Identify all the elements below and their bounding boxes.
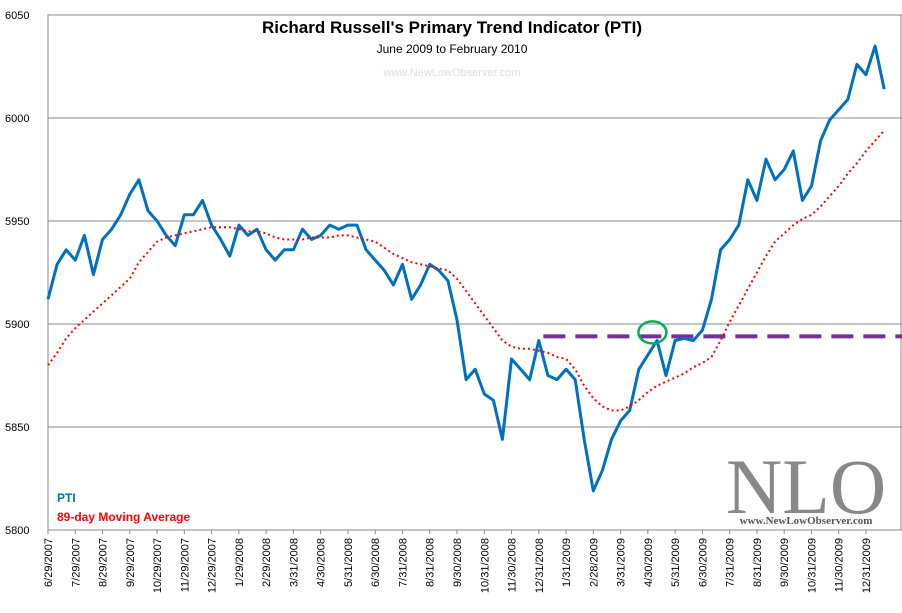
x-tick-label: 11/30/2009 <box>834 538 846 592</box>
x-tick-label: 5/31/2008 <box>343 538 355 587</box>
series-line <box>46 44 886 493</box>
x-tick-label: 6/29/2007 <box>43 538 55 587</box>
x-tick-label: 4/30/2009 <box>643 538 655 587</box>
x-tick-label: 11/30/2008 <box>507 538 519 592</box>
x-tick-label: 10/31/2009 <box>806 538 818 593</box>
x-tick-label: 3/31/2008 <box>288 538 300 587</box>
x-tick-label: 10/29/2007 <box>152 538 164 593</box>
x-tick-label: 8/31/2008 <box>425 538 437 587</box>
x-tick-label: 9/30/2009 <box>779 538 791 587</box>
x-tick-label: 4/30/2008 <box>316 538 328 587</box>
x-tick-label: 2/28/2009 <box>588 538 600 587</box>
logo-caption: www.NewLowObserver.com <box>740 515 873 527</box>
y-tick-label: 5900 <box>5 319 29 331</box>
x-tick-label: 1/31/2009 <box>561 538 573 587</box>
legend-label: PTI <box>57 491 76 505</box>
x-tick-label: 9/29/2007 <box>125 538 137 587</box>
chart-subtitle: June 2009 to February 2010 <box>377 42 528 56</box>
series-line <box>47 129 885 412</box>
watermark: www.NewLowObserver.com <box>383 67 521 79</box>
x-tick-label: 8/31/2009 <box>752 538 764 587</box>
x-tick-label: 7/31/2009 <box>725 538 737 587</box>
x-tick-label: 7/31/2008 <box>397 538 409 587</box>
x-tick-label: 3/31/2009 <box>616 538 628 587</box>
y-tick-label: 5950 <box>5 216 29 228</box>
chart-title: Richard Russell's Primary Trend Indicato… <box>262 18 642 37</box>
y-tick-label: 5850 <box>5 422 29 434</box>
x-tick-label: 6/30/2009 <box>697 538 709 587</box>
x-tick-label: 11/29/2007 <box>179 538 191 592</box>
x-tick-label: 5/31/2009 <box>670 538 682 587</box>
x-tick-label: 9/30/2008 <box>452 538 464 587</box>
x-tick-label: 6/30/2008 <box>370 538 382 587</box>
x-tick-label: 10/31/2008 <box>479 538 491 593</box>
legend-label: 89-day Moving Average <box>57 510 190 524</box>
x-tick-label: 7/29/2007 <box>70 538 82 587</box>
logo: NLO <box>726 443 886 530</box>
x-tick-label: 12/31/2009 <box>861 538 873 593</box>
x-tick-label: 12/29/2007 <box>207 538 219 593</box>
x-tick-label: 2/29/2008 <box>261 538 273 587</box>
y-tick-label: 6000 <box>5 113 29 125</box>
y-tick-label: 6050 <box>5 10 29 22</box>
annotation-circle <box>637 320 668 345</box>
x-tick-label: 8/29/2007 <box>98 538 110 587</box>
x-tick-label: 12/31/2008 <box>534 538 546 593</box>
x-tick-label: 1/29/2008 <box>234 538 246 587</box>
y-tick-label: 5800 <box>5 525 29 537</box>
